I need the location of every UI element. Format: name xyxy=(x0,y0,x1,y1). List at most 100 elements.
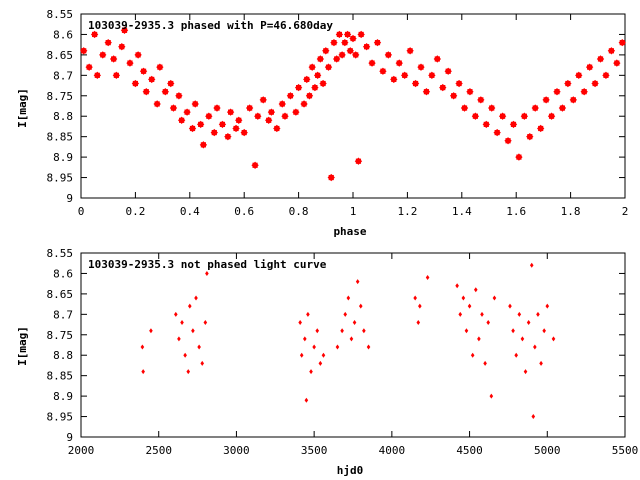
unphased-data-point xyxy=(183,352,187,358)
phased-data-point-core xyxy=(603,72,609,78)
phased-data-point-core xyxy=(135,52,141,58)
phased-data-point-core xyxy=(105,40,111,46)
phased-data-point-core xyxy=(380,68,386,74)
phased-data-point-core xyxy=(119,44,125,50)
phased-data-point-core xyxy=(336,31,342,38)
phased-data-point-core xyxy=(86,64,92,70)
phased-data-point-core xyxy=(206,113,212,119)
phased-x-tick-label: 0.8 xyxy=(289,205,309,218)
unphased-y-tick-label: 8.75 xyxy=(47,329,74,342)
unphased-data-point xyxy=(366,344,371,350)
phased-data-point-core xyxy=(233,125,239,132)
unphased-data-point xyxy=(455,283,459,289)
unphased-data-point xyxy=(545,303,550,309)
phased-data-point-core xyxy=(92,31,98,38)
phased-data-point-core xyxy=(247,105,253,111)
unphased-y-tick-label: 8.55 xyxy=(47,247,74,260)
phased-data-point-core xyxy=(140,68,147,74)
phased-data-point-core xyxy=(510,121,517,127)
unphased-data-point xyxy=(194,295,198,301)
phased-data-point-core xyxy=(225,134,231,140)
phased-data-point-core xyxy=(100,52,106,58)
phased-data-point-core xyxy=(576,72,582,78)
phased-data-point-core xyxy=(570,97,576,103)
phased-data-point-core xyxy=(565,80,571,87)
phased-data-point-core xyxy=(255,113,261,119)
unphased-data-point xyxy=(140,344,145,350)
phased-data-point-core xyxy=(494,129,500,136)
unphased-data-point xyxy=(514,352,518,358)
phased-data-point-core xyxy=(260,97,266,103)
phased-x-tick-label: 1.8 xyxy=(561,205,581,218)
unphased-data-point xyxy=(418,303,422,309)
phased-data-point-core xyxy=(149,76,155,83)
phased-y-tick-label: 8.8 xyxy=(53,110,73,123)
unphased-data-point xyxy=(529,262,534,268)
unphased-data-point xyxy=(352,320,357,326)
phased-data-point-core xyxy=(500,113,506,119)
unphased-y-tick-label: 8.9 xyxy=(53,390,73,403)
unphased-data-point xyxy=(186,369,191,375)
unphased-y-tick-label: 9 xyxy=(66,431,73,444)
unphased-data-point xyxy=(477,336,481,342)
phased-data-point-core xyxy=(364,44,370,50)
unphased-data-point xyxy=(539,360,543,366)
phased-data-point-core xyxy=(132,80,138,87)
phased-data-point-core xyxy=(179,117,185,123)
phased-data-point-core xyxy=(587,64,593,70)
phased-data-point-core xyxy=(154,101,160,107)
phased-data-point-core xyxy=(521,113,527,119)
unphased-y-tick-label: 8.8 xyxy=(53,349,73,362)
phased-data-points xyxy=(80,26,626,182)
phased-data-point-core xyxy=(198,121,204,127)
unphased-y-tick-label: 8.6 xyxy=(53,267,73,280)
phased-data-point-core xyxy=(429,72,435,78)
unphased-data-point xyxy=(299,352,304,358)
phased-data-point-core xyxy=(548,113,555,119)
phased-x-tick-label: 2 xyxy=(622,205,629,218)
phased-data-point-core xyxy=(111,56,117,62)
phased-data-point-core xyxy=(320,80,326,87)
unphased-data-point xyxy=(304,397,309,403)
phased-data-point-core xyxy=(478,97,484,103)
unphased-data-point xyxy=(309,369,313,375)
phased-data-point-core xyxy=(592,80,598,87)
phased-data-point-core xyxy=(252,162,258,168)
unphased-data-point xyxy=(489,393,494,399)
phased-x-tick-label: 1.4 xyxy=(452,205,472,218)
phased-y-tick-label: 9 xyxy=(66,192,73,205)
phased-data-point-core xyxy=(328,174,334,181)
phased-data-point-core xyxy=(619,40,625,46)
phased-data-point-core xyxy=(157,64,163,70)
unphased-data-point xyxy=(517,311,522,317)
phased-data-point-core xyxy=(189,125,196,132)
unphased-y-tick-label: 8.85 xyxy=(47,370,74,383)
phased-data-point-core xyxy=(374,40,381,46)
phased-data-point-core xyxy=(200,142,206,148)
phased-data-point-core xyxy=(81,48,87,54)
phased-data-point-core xyxy=(304,76,310,83)
phased-data-point-core xyxy=(306,93,313,99)
unphased-data-point xyxy=(191,328,195,334)
unphased-data-point xyxy=(467,303,472,309)
phased-data-point-core xyxy=(355,158,362,164)
phased-data-point-core xyxy=(309,64,315,70)
phased-y-tick-label: 8.85 xyxy=(47,131,74,144)
phased-data-point-core xyxy=(440,85,446,91)
phased-x-tick-label: 1.2 xyxy=(397,205,417,218)
unphased-data-point xyxy=(315,328,320,334)
phased-data-point-core xyxy=(293,109,299,115)
unphased-data-point xyxy=(413,295,417,301)
phased-data-point-core xyxy=(423,89,430,95)
unphased-data-points xyxy=(140,262,556,420)
phased-data-point-core xyxy=(176,93,182,99)
phased-data-point-core xyxy=(279,101,285,107)
phased-data-point-core xyxy=(434,56,440,62)
phased-data-point-core xyxy=(412,80,419,87)
phased-data-point-core xyxy=(614,60,620,66)
unphased-data-point xyxy=(508,303,512,309)
phased-data-point-core xyxy=(385,52,391,58)
unphased-data-point xyxy=(197,344,201,350)
phased-data-point-core xyxy=(339,52,345,58)
phased-data-point-core xyxy=(162,89,168,95)
